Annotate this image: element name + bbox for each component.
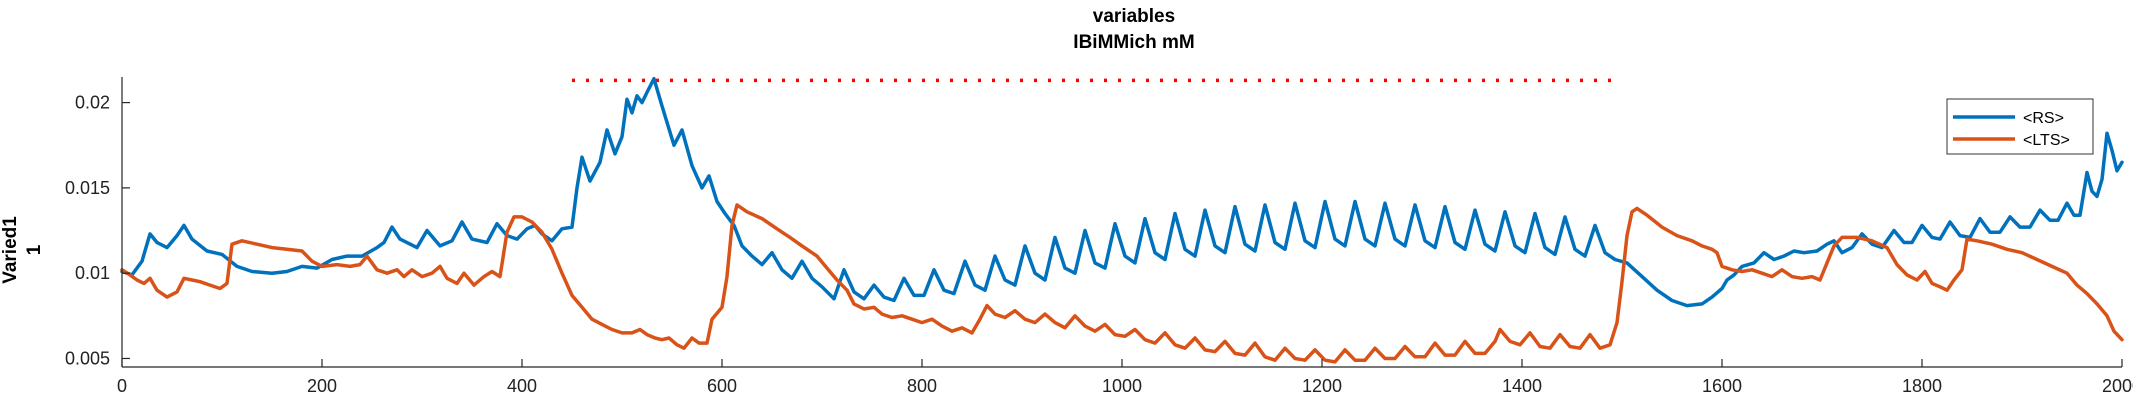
y-axis-label: Varied1 1	[0, 216, 45, 284]
series-line-lts	[120, 203, 2124, 364]
y-tick-label: 0.005	[65, 348, 110, 368]
plot-area	[122, 77, 2122, 367]
y-tick-label: 0.01	[75, 263, 110, 283]
y-axis-label-line1: Varied1	[0, 216, 21, 284]
chart-title: variables	[1093, 6, 1175, 27]
y-axis-label-line2: 1	[24, 244, 45, 255]
x-tick-label: 1600	[1702, 376, 1742, 396]
legend: <RS> <LTS>	[1946, 98, 2094, 155]
legend-label-rs: <RS>	[2023, 110, 2064, 127]
legend-box	[1946, 98, 2094, 155]
x-tick-label: 1800	[1902, 376, 1942, 396]
x-tick-label: 800	[907, 376, 937, 396]
x-tick-label: 0	[117, 376, 127, 396]
x-tick-label: 1000	[1102, 376, 1142, 396]
chart-subtitle: IBiMMich mM	[1073, 32, 1194, 53]
legend-label-lts: <LTS>	[2023, 132, 2070, 149]
x-tick-label: 600	[707, 376, 737, 396]
y-tick-label: 0.02	[75, 93, 110, 113]
x-tick-label: 1200	[1302, 376, 1342, 396]
x-tick-label: 1400	[1502, 376, 1542, 396]
x-tick-label: 200	[307, 376, 337, 396]
x-tick-label: 400	[507, 376, 537, 396]
series-layer	[120, 76, 2124, 364]
y-tick-label: 0.015	[65, 178, 110, 198]
